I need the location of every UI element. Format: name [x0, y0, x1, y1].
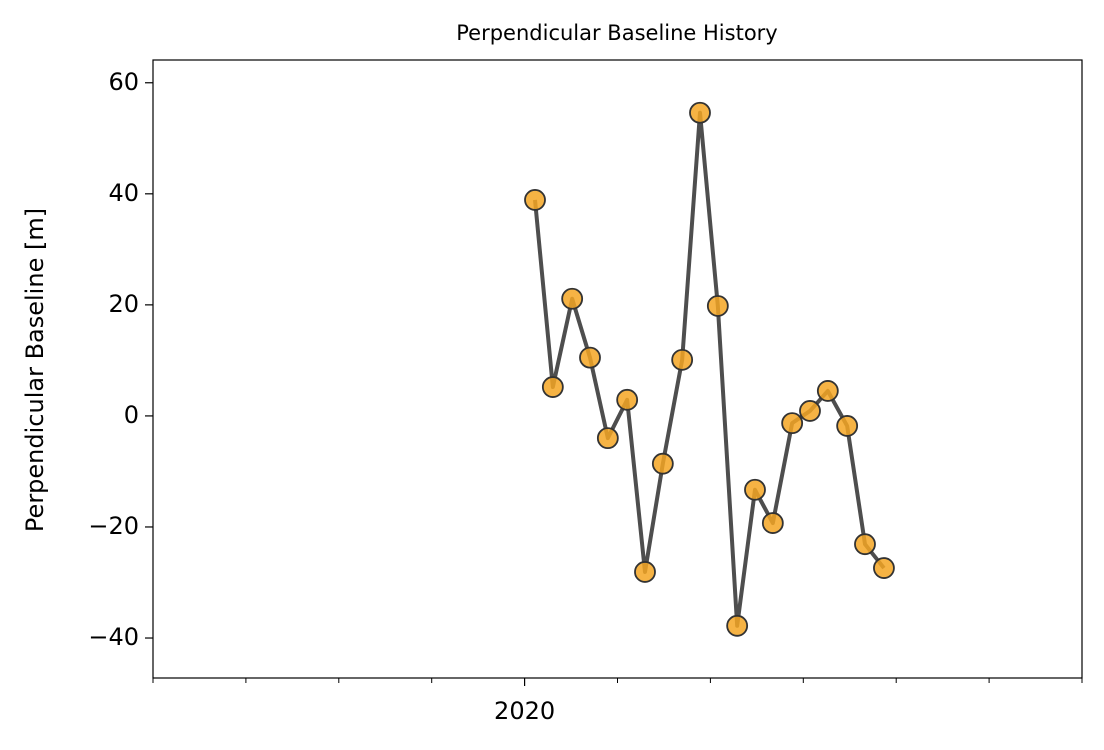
y-tick-label: −20: [88, 512, 139, 540]
chart-title: Perpendicular Baseline History: [456, 21, 777, 45]
data-point: [836, 415, 859, 437]
data-point: [541, 376, 564, 398]
data-point: [561, 287, 584, 310]
data-point: [799, 400, 821, 422]
data-point: [524, 189, 546, 211]
data-point: [744, 478, 766, 501]
series-line: [533, 110, 886, 628]
data-point: [651, 452, 674, 475]
y-tick-label: 0: [124, 401, 139, 429]
data-point: [854, 533, 876, 556]
y-tick-label: 20: [108, 290, 139, 318]
data-point: [816, 380, 839, 402]
y-tick-label: −40: [88, 623, 139, 651]
data-point: [596, 427, 619, 450]
plot-frame: [152, 59, 1083, 679]
y-tick-label: 60: [108, 68, 139, 96]
data-point: [579, 346, 601, 369]
data-point: [634, 561, 656, 583]
data-point: [726, 614, 749, 637]
x-tick-label: 2020: [494, 697, 555, 725]
data-point: [671, 348, 694, 371]
data-point: [689, 101, 711, 124]
data-point: [761, 512, 784, 534]
data-point: [706, 295, 729, 317]
y-axis-label: Perpendicular Baseline [m]: [21, 208, 49, 532]
data-point: [873, 557, 895, 579]
y-tick-label: 40: [108, 179, 139, 207]
data-point: [781, 412, 804, 435]
data-point: [616, 388, 639, 411]
